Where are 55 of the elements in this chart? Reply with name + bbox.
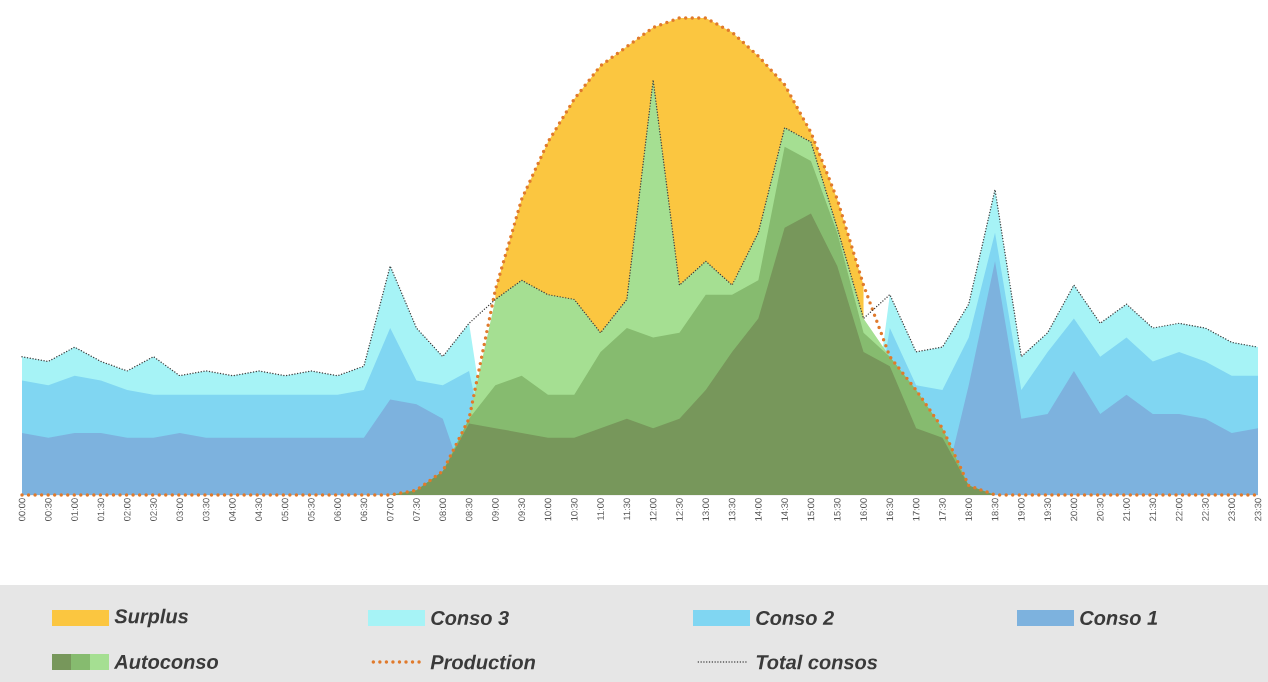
x-tick-label: 10:30 <box>570 498 578 521</box>
x-tick-label: 15:30 <box>833 498 841 521</box>
x-tick-label: 06:30 <box>360 498 368 521</box>
x-tick-label: 08:00 <box>439 498 447 521</box>
x-tick-label: 23:00 <box>1228 498 1235 521</box>
x-tick-label: 04:00 <box>229 498 236 521</box>
x-tick-label: 09:00 <box>492 498 499 521</box>
x-tick-label: 13:00 <box>702 498 710 521</box>
legend-label: Production <box>430 654 535 670</box>
x-tick-label: 07:30 <box>413 498 420 521</box>
x-tick-label: 23:30 <box>1254 498 1262 521</box>
x-tick-label: 06:00 <box>334 498 341 521</box>
x-tick-label: 13:30 <box>728 498 736 521</box>
x-tick-label: 02:30 <box>150 498 157 521</box>
x-tick-label: 12:30 <box>676 498 683 521</box>
x-tick-label: 20:30 <box>1096 498 1104 521</box>
x-tick-label: 08:30 <box>465 498 473 521</box>
legend-label: Surplus <box>114 608 189 628</box>
x-tick-label: 03:00 <box>176 498 184 521</box>
x-tick-label: 03:30 <box>202 498 210 521</box>
x-tick-label: 07:00 <box>386 498 394 521</box>
x-tick-label: 16:30 <box>886 498 894 521</box>
legend-label: Autoconso <box>113 655 219 669</box>
x-tick-label: 10:00 <box>544 498 552 521</box>
x-tick-label: 19:30 <box>1044 498 1051 521</box>
x-tick-label: 21:00 <box>1123 498 1130 521</box>
x-tick-label: 20:00 <box>1070 498 1078 521</box>
legend-label: Conso 3 <box>431 610 509 626</box>
legend-label: Conso 1 <box>1080 610 1158 626</box>
x-tick-label: 21:30 <box>1149 498 1157 521</box>
x-tick-label: 09:30 <box>518 498 525 521</box>
x-tick-label: 00:00 <box>18 498 26 521</box>
x-tick-label: 15:00 <box>807 498 815 521</box>
x-tick-label: 18:30 <box>991 498 999 521</box>
x-tick-label: 16:00 <box>860 498 867 521</box>
x-tick-label: 12:00 <box>649 498 657 521</box>
x-tick-label: 05:00 <box>281 498 289 521</box>
x-tick-label: 18:00 <box>965 498 973 521</box>
x-tick-label: 17:30 <box>939 498 946 521</box>
x-tick-label: 02:00 <box>123 498 131 521</box>
x-tick-label: 22:30 <box>1202 498 1209 521</box>
x-tick-label: 01:00 <box>71 498 78 521</box>
x-tick-label: 01:30 <box>97 498 105 521</box>
x-tick-label: 05:30 <box>307 498 315 521</box>
legend-label: Total consos <box>756 654 878 670</box>
x-tick-label: 14:00 <box>755 498 762 521</box>
x-tick-label: 11:00 <box>597 498 604 520</box>
x-tick-label: 17:00 <box>912 498 920 521</box>
x-tick-label: 22:00 <box>1175 498 1183 521</box>
x-tick-label: 14:30 <box>781 498 788 521</box>
x-tick-label: 19:00 <box>1018 498 1025 521</box>
x-tick-label: 00:30 <box>45 498 52 521</box>
legend-label: Conso 2 <box>756 610 834 626</box>
x-tick-label: 11:30 <box>623 498 631 520</box>
x-tick-label: 04:30 <box>255 498 262 521</box>
